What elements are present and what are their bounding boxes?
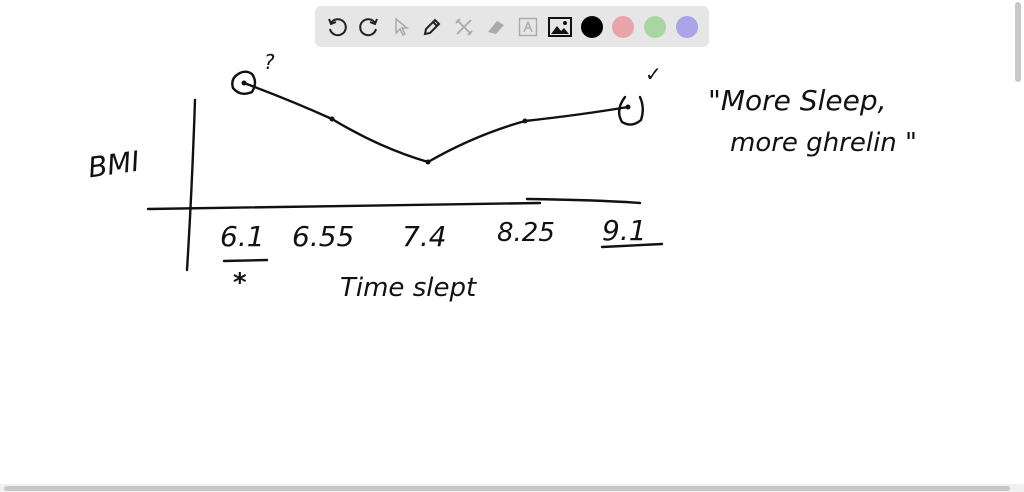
pencil-icon [424, 18, 441, 35]
image-icon [547, 16, 572, 37]
y-axis [185, 98, 197, 272]
color-green[interactable] [642, 14, 668, 40]
check-mark: ✓ [645, 62, 662, 86]
vertical-scrollbar[interactable] [1014, 0, 1022, 480]
x-axis-label: Time slept [340, 273, 477, 303]
text-button[interactable] [515, 14, 541, 40]
note-line-1: "More Sleep, [708, 84, 887, 117]
star-mark: * [233, 268, 247, 298]
redo-icon [358, 17, 378, 36]
sketch-curve [242, 81, 630, 164]
circle-first-point [231, 70, 257, 95]
tick-label-8-25: 8.25 [497, 218, 555, 248]
x-axis [146, 201, 542, 211]
eraser-icon [488, 20, 505, 34]
horizontal-scroll-thumb[interactable] [4, 486, 1010, 491]
underline-9-1 [600, 242, 664, 249]
color-swatch-pink [612, 15, 635, 38]
redo-button[interactable] [356, 14, 382, 40]
pointer-icon [394, 16, 409, 36]
color-swatch-black [580, 15, 603, 38]
color-swatch-green [644, 15, 667, 38]
question-mark: ? [264, 50, 275, 74]
color-black[interactable] [579, 14, 605, 40]
color-swatch-purple [676, 15, 699, 38]
color-purple[interactable] [674, 14, 700, 40]
x-axis-extension [525, 197, 642, 205]
undo-button[interactable] [324, 14, 350, 40]
tick-label-6-1: 6.1 [220, 220, 265, 253]
underline-6-1 [222, 258, 269, 263]
drawing-toolbar [315, 6, 709, 47]
image-button[interactable] [547, 14, 573, 40]
pen-button[interactable] [419, 14, 445, 40]
select-button[interactable] [388, 14, 414, 40]
undo-icon [327, 17, 347, 36]
circle-last-point [617, 95, 644, 126]
tick-label-9-1: 9.1 [602, 214, 647, 247]
note-line-2: more ghrelin " [730, 128, 918, 158]
tools-button[interactable] [451, 14, 477, 40]
eraser-button[interactable] [483, 14, 509, 40]
horizontal-scrollbar[interactable] [0, 484, 1024, 492]
color-pink[interactable] [610, 14, 636, 40]
tick-label-6-55: 6.55 [292, 220, 355, 253]
tools-icon [455, 17, 473, 36]
tick-label-7-4: 7.4 [402, 220, 447, 253]
text-icon [518, 17, 538, 36]
vertical-scroll-thumb[interactable] [1015, 2, 1021, 82]
